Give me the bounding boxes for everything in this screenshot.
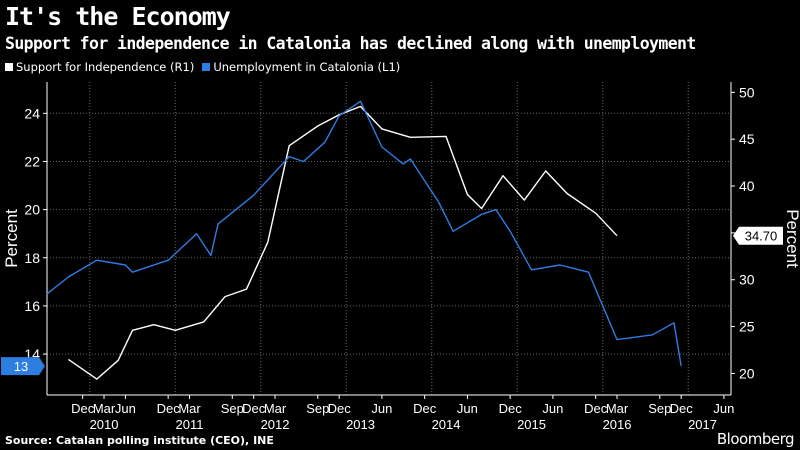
- y-right-axis-label: Percent: [783, 209, 800, 268]
- legend-item-support: Support for Independence (R1): [5, 60, 194, 74]
- x-year-label: 2012: [261, 417, 290, 432]
- last-value-label-support: 34.70: [745, 229, 778, 244]
- legend-swatch-unemployment: [202, 63, 211, 71]
- legend-label-unemployment: Unemployment in Catalonia (L1): [213, 60, 401, 74]
- legend-label-support: Support for Independence (R1): [16, 60, 195, 74]
- y-right-tick-label: 30: [739, 272, 755, 288]
- x-year-label: 2011: [176, 417, 204, 432]
- x-tick-label: Jun: [457, 401, 478, 416]
- y-left-tick-label: 18: [24, 250, 40, 266]
- x-tick-label: Dec: [71, 401, 95, 416]
- x-year-label: 2010: [90, 417, 119, 432]
- x-tick-label: Sep: [306, 401, 329, 416]
- x-tick-label: Mar: [264, 401, 287, 416]
- x-tick-label: Mar: [606, 401, 629, 416]
- series-line-unemployment: [46, 100, 682, 367]
- x-year-label: 2017: [688, 417, 717, 432]
- bloomberg-logo: Bloomberg: [716, 430, 795, 448]
- y-right-tick-label: 40: [739, 178, 755, 194]
- x-tick-label: Jun: [371, 401, 392, 416]
- y-right-tick-label: 45: [739, 131, 755, 147]
- x-tick-label: Mar: [178, 401, 201, 416]
- x-year-label: 2013: [346, 417, 375, 432]
- x-tick-label: Jun: [542, 401, 563, 416]
- last-value-label-unemployment: 13: [14, 359, 28, 374]
- y-left-tick-label: 22: [24, 153, 40, 169]
- x-tick-label: Dec: [157, 401, 181, 416]
- x-tick-label: Mar: [93, 401, 116, 416]
- legend-swatch-support: [5, 63, 13, 71]
- x-year-label: 2014: [432, 417, 461, 432]
- x-year-label: 2016: [603, 417, 632, 432]
- x-tick-label: Sep: [221, 401, 244, 416]
- y-right-tick-label: 25: [739, 319, 755, 335]
- last-value-badge-unemployment: [1, 357, 45, 376]
- x-year-label: 2015: [517, 417, 546, 432]
- x-tick-label: Dec: [413, 401, 437, 416]
- x-tick-label: Dec: [670, 401, 694, 416]
- legend: Support for Independence (R1) Unemployme…: [5, 60, 400, 74]
- x-tick-label: Sep: [648, 401, 671, 416]
- series-line-support: [68, 105, 618, 380]
- x-tick-label: Dec: [242, 401, 266, 416]
- y-left-tick-label: 16: [24, 298, 40, 314]
- y-left-axis-label: Percent: [2, 209, 21, 268]
- y-left-tick-label: 20: [24, 202, 40, 218]
- y-right-tick-label: 20: [739, 365, 755, 381]
- y-right-tick-label: 50: [739, 84, 755, 100]
- legend-item-unemployment: Unemployment in Catalonia (L1): [202, 60, 400, 74]
- chart-subtitle: Support for independence in Catalonia ha…: [5, 34, 696, 53]
- x-tick-label: Jun: [713, 401, 734, 416]
- x-tick-label: Jun: [115, 401, 136, 416]
- x-tick-label: Dec: [584, 401, 608, 416]
- source-note: Source: Catalan polling institute (CEO),…: [5, 434, 274, 447]
- y-left-tick-label: 24: [24, 105, 40, 121]
- x-tick-label: Dec: [499, 401, 523, 416]
- x-tick-label: Dec: [328, 401, 352, 416]
- chart-title: It's the Economy: [5, 2, 231, 31]
- last-value-badge-support: [733, 226, 783, 245]
